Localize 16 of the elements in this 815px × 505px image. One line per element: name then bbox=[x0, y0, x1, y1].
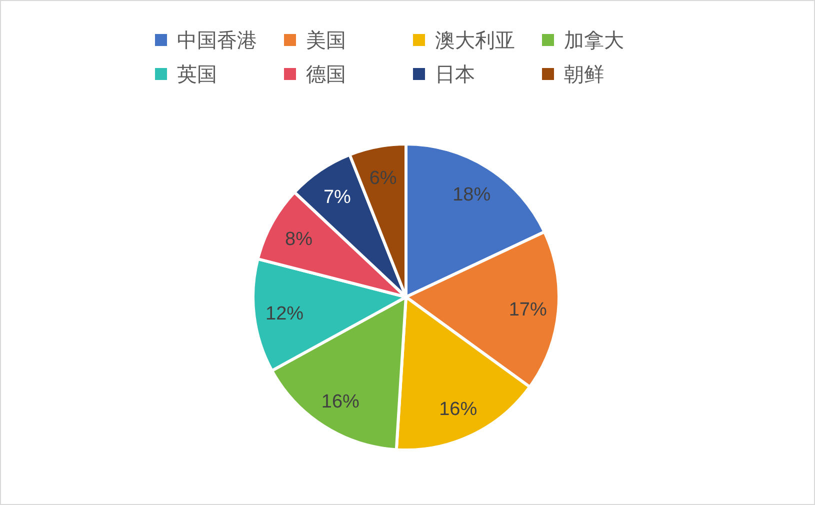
data-label: 6% bbox=[369, 168, 397, 189]
legend-label: 澳大利亚 bbox=[435, 30, 515, 52]
data-label: 12% bbox=[266, 303, 304, 324]
data-label: 8% bbox=[285, 229, 313, 250]
legend-label: 英国 bbox=[177, 64, 217, 86]
data-label: 16% bbox=[321, 391, 360, 412]
data-label: 7% bbox=[323, 186, 352, 208]
data-label: 17% bbox=[508, 300, 547, 321]
legend-label: 德国 bbox=[306, 64, 346, 86]
legend-label: 美国 bbox=[306, 29, 346, 52]
legend-label: 加拿大 bbox=[564, 30, 624, 52]
data-label: 16% bbox=[439, 398, 478, 420]
legend-label: 中国香港 bbox=[177, 30, 257, 52]
data-label: 18% bbox=[452, 184, 491, 206]
legend-label: 日本 bbox=[435, 64, 475, 86]
legend-label: 朝鲜 bbox=[564, 64, 604, 86]
